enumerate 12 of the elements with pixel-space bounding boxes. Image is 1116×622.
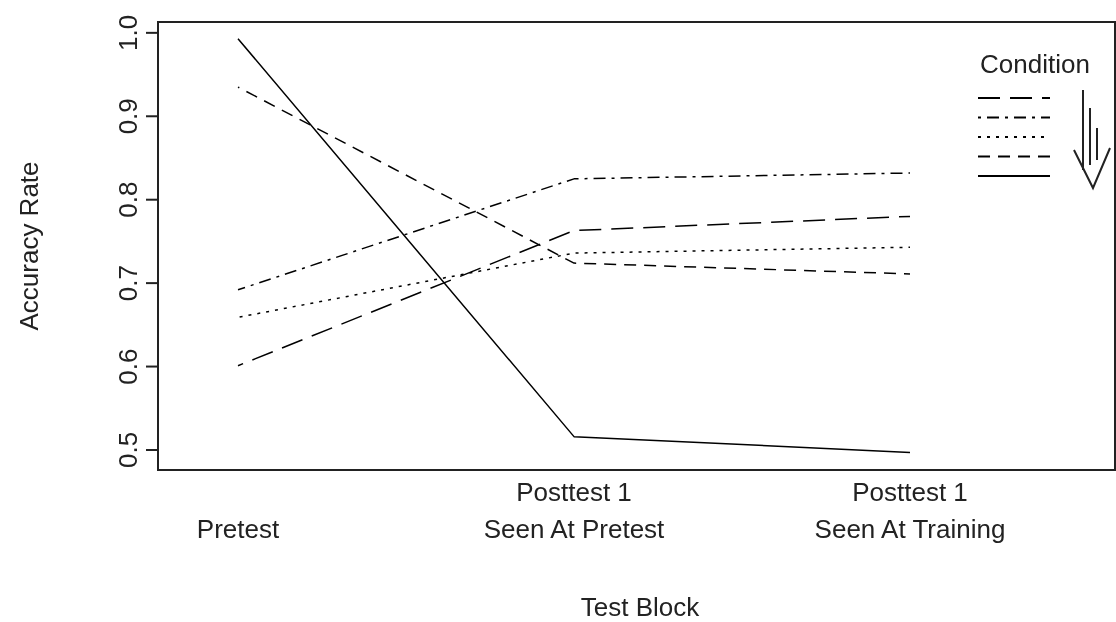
x-axis-title: Test Block bbox=[580, 592, 701, 622]
y-tick-label: 0.9 bbox=[113, 98, 143, 135]
y-tick-label: 1.0 bbox=[113, 14, 143, 51]
x-tick-label: Pretest bbox=[196, 514, 280, 544]
x-tick-label: Posttest 1 Seen At Pretest bbox=[483, 477, 666, 544]
y-tick-label: 0.5 bbox=[113, 431, 143, 469]
y-tick-label: 0.6 bbox=[113, 348, 143, 385]
x-tick-label: Posttest 1 Seen At Training bbox=[814, 477, 1006, 544]
y-tick-label: 0.8 bbox=[113, 181, 143, 218]
legend-title: Condition bbox=[980, 49, 1090, 79]
y-axis-title: Accuracy Rate bbox=[14, 161, 44, 331]
y-tick-label: 0.7 bbox=[113, 265, 143, 302]
